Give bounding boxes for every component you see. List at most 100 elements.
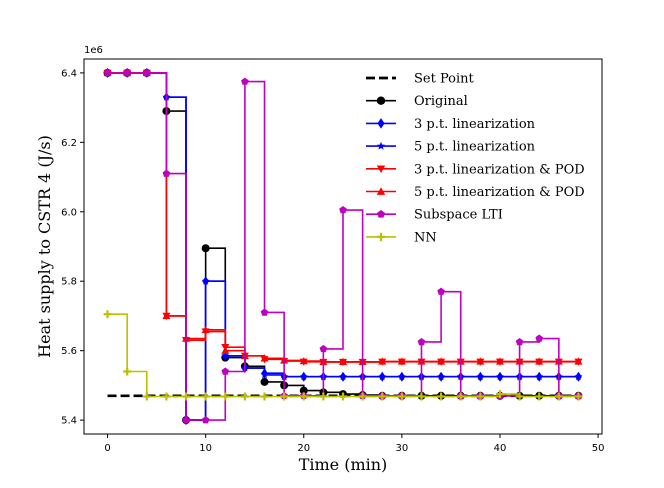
- data-point: [162, 392, 171, 401]
- data-point: [241, 77, 249, 85]
- data-point: [397, 357, 406, 365]
- data-point: [319, 392, 328, 401]
- data-point: [535, 372, 544, 381]
- data-point: [376, 141, 386, 150]
- data-point: [535, 334, 544, 342]
- data-point: [554, 392, 563, 401]
- legend-entry: 3 p.t. linearization: [366, 117, 536, 132]
- data-point: [495, 390, 504, 399]
- data-point: [260, 392, 269, 401]
- legend-label: 3 p.t. linearization & POD: [414, 162, 585, 177]
- data-point: [378, 372, 387, 381]
- data-point: [397, 372, 406, 381]
- data-point: [221, 346, 230, 354]
- data-point: [260, 308, 269, 316]
- x-tick-label: 30: [395, 443, 408, 454]
- y-tick-label: 5.6: [61, 346, 77, 357]
- series-layer: [103, 67, 583, 426]
- data-point: [437, 287, 445, 295]
- data-point: [495, 357, 504, 365]
- y-tick-label: 6.0: [61, 207, 77, 218]
- data-point: [495, 372, 504, 381]
- legend-label: 5 p.t. linearization: [414, 140, 536, 155]
- data-point: [339, 206, 347, 214]
- legend-entry: 5 p.t. linearization: [366, 140, 536, 155]
- data-point: [476, 357, 485, 365]
- legend-entry: NN: [366, 230, 437, 245]
- data-point: [574, 392, 583, 401]
- data-point: [339, 357, 347, 365]
- legend-label: NN: [414, 230, 437, 245]
- data-point: [339, 372, 347, 381]
- data-point: [221, 367, 230, 375]
- legend-entry: Subspace LTI: [366, 208, 503, 223]
- data-point: [377, 210, 385, 218]
- data-point: [142, 392, 151, 401]
- data-point: [280, 392, 289, 401]
- data-point: [299, 386, 308, 395]
- data-point: [417, 392, 426, 401]
- data-point: [456, 392, 465, 401]
- ticks-layer: 0 10 20 30 40 50 5.4 5.6 5.8 6.0 6.2 6.4: [61, 68, 604, 454]
- data-point: [377, 118, 385, 129]
- x-tick-label: 20: [297, 443, 310, 454]
- legend-entry: Original: [366, 94, 468, 109]
- data-point: [376, 165, 386, 173]
- data-point: [515, 392, 524, 401]
- data-point: [535, 357, 544, 365]
- plot-frame: [83, 58, 603, 435]
- data-point: [240, 392, 249, 401]
- data-point: [417, 337, 426, 346]
- x-tick-label: 40: [494, 443, 507, 454]
- data-point: [103, 68, 112, 77]
- data-point: [182, 416, 190, 424]
- y-tick-label: 6.4: [61, 68, 77, 79]
- data-point: [299, 372, 308, 381]
- data-point: [515, 337, 524, 346]
- data-point: [437, 392, 446, 401]
- data-point: [397, 392, 406, 401]
- series-line: [107, 72, 579, 421]
- y-tick-label: 6.2: [61, 138, 77, 149]
- x-tick-label: 50: [592, 443, 605, 454]
- data-point: [162, 311, 171, 320]
- data-point: [535, 392, 544, 401]
- data-point: [376, 96, 386, 105]
- data-point: [123, 367, 132, 376]
- legend-label: Set Point: [414, 72, 475, 87]
- y-tick-label: 5.8: [61, 277, 77, 288]
- legend-label: Subspace LTI: [414, 208, 503, 223]
- data-point: [339, 392, 347, 401]
- data-point: [476, 392, 485, 401]
- data-point: [476, 372, 485, 381]
- data-point: [574, 372, 583, 381]
- data-point: [162, 169, 171, 177]
- legend-entry: 3 p.t. linearization & POD: [366, 162, 585, 177]
- data-point: [201, 392, 210, 401]
- x-axis-label: Time (min): [299, 455, 388, 474]
- legend-label: 3 p.t. linearization: [414, 117, 536, 132]
- y-axis-label: Heat supply to CSTR 4 (J/s): [35, 135, 54, 358]
- data-point: [103, 310, 112, 319]
- legend-label: Original: [414, 94, 468, 109]
- data-point: [123, 68, 131, 77]
- data-point: [221, 351, 230, 360]
- data-point: [142, 68, 151, 77]
- legend-label: 5 p.t. linearization & POD: [414, 185, 585, 200]
- data-point: [437, 372, 446, 381]
- data-point: [376, 232, 386, 242]
- data-point: [299, 392, 308, 401]
- data-point: [221, 392, 230, 401]
- data-point: [201, 325, 210, 334]
- data-point: [358, 392, 367, 401]
- y-offset-text: 1e6: [84, 45, 103, 56]
- data-point: [260, 354, 269, 362]
- data-point: [319, 344, 328, 353]
- data-point: [376, 187, 386, 195]
- y-tick-label: 5.4: [61, 416, 77, 427]
- data-point: [260, 377, 269, 386]
- data-point: [378, 357, 387, 365]
- data-point: [378, 392, 387, 401]
- series-group: [103, 310, 583, 401]
